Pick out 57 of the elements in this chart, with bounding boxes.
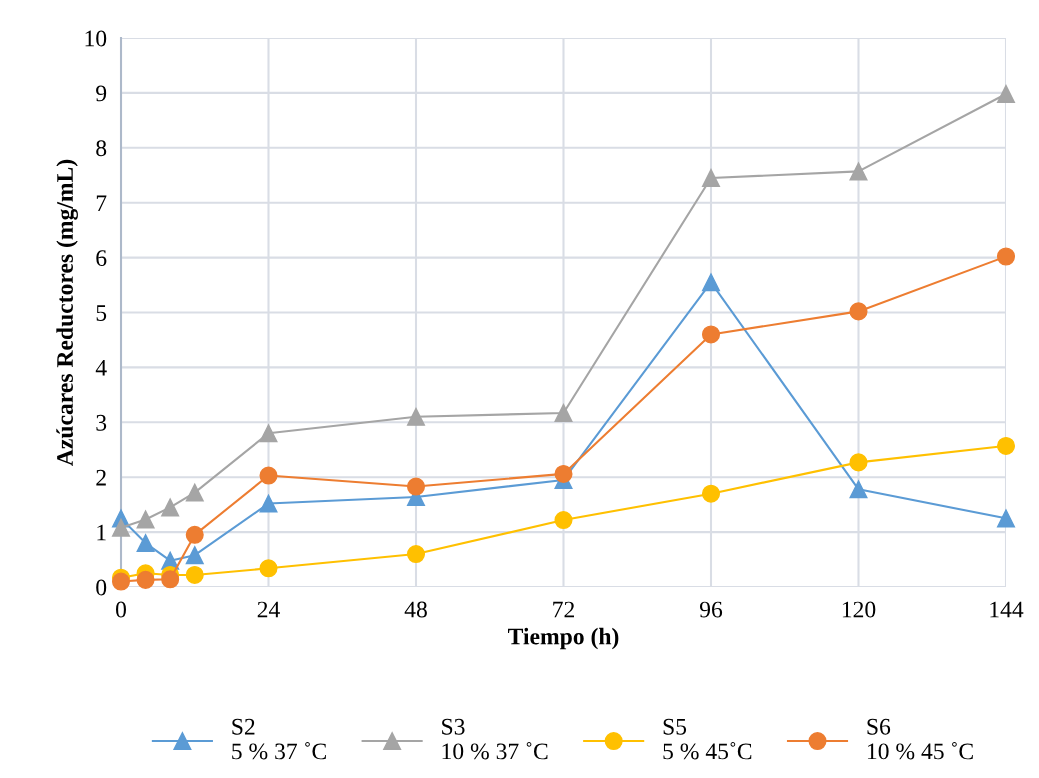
x-tick-label: 0 xyxy=(116,601,126,618)
y-tick-label: 3 xyxy=(96,414,107,431)
point xyxy=(996,509,1016,528)
x-tick-label: 48 xyxy=(404,601,427,618)
point xyxy=(849,162,868,181)
point xyxy=(259,466,278,485)
y-tick-label: 4 xyxy=(95,360,107,376)
y-tick-label: 8 xyxy=(96,140,107,157)
y-tick-label: 2 xyxy=(96,469,106,486)
point xyxy=(185,525,204,544)
point xyxy=(554,403,573,422)
y-tick-label: 6 xyxy=(96,250,107,267)
point xyxy=(185,546,204,565)
y-tick-label: 1 xyxy=(97,524,106,541)
point xyxy=(136,534,155,553)
point xyxy=(849,453,868,472)
point xyxy=(849,302,868,321)
x-tick-label: 24 xyxy=(257,601,280,618)
point xyxy=(185,565,204,584)
point xyxy=(554,510,573,530)
y-tick-label: 5 xyxy=(96,305,107,321)
y-tick-label: 0 xyxy=(96,579,107,596)
x-tick-label: 120 xyxy=(842,601,876,618)
point xyxy=(406,545,426,564)
y-tick-label: 9 xyxy=(96,85,107,102)
point xyxy=(406,407,426,426)
point xyxy=(701,484,721,503)
point xyxy=(259,424,278,443)
y-tick-label: 10 xyxy=(85,30,107,47)
x-axis-title: Tiempo (h) xyxy=(508,627,619,650)
point xyxy=(554,464,573,483)
y-axis-title: Azúcares Reductores (mg/mL) xyxy=(56,159,78,466)
legend-label: S6 10 % 45 ˚C xyxy=(867,718,973,760)
point xyxy=(701,273,721,292)
point xyxy=(111,572,131,591)
point xyxy=(136,510,155,529)
point xyxy=(996,247,1016,266)
point xyxy=(406,477,426,496)
point xyxy=(996,436,1016,455)
point xyxy=(185,483,204,502)
point xyxy=(996,84,1016,104)
point xyxy=(136,570,155,589)
point xyxy=(849,480,868,499)
x-tick-label: 72 xyxy=(553,601,574,618)
legend-label: S5 5 % 45˚C xyxy=(663,718,752,760)
y-tick-label: 7 xyxy=(96,195,107,211)
legend-label: S3 10 % 37 ˚C xyxy=(442,718,548,760)
point xyxy=(161,498,180,517)
legend-label: S2 5 % 37 ˚C xyxy=(232,718,326,760)
point xyxy=(161,570,180,589)
point xyxy=(111,518,131,537)
point xyxy=(259,559,278,578)
point xyxy=(259,494,278,513)
x-tick-label: 144 xyxy=(990,601,1024,618)
x-tick-label: 96 xyxy=(699,601,723,618)
point xyxy=(701,168,721,188)
point xyxy=(701,325,721,344)
